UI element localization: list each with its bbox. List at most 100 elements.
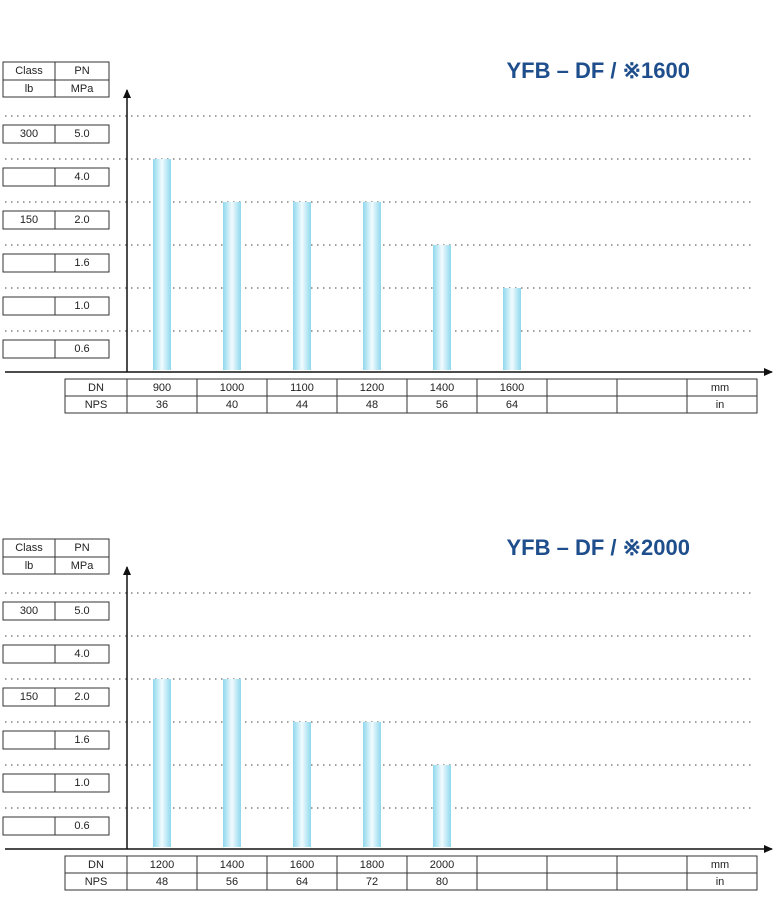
- cell: [54, 601, 110, 621]
- x-unit: in: [716, 399, 725, 411]
- class-label: 300: [20, 605, 38, 617]
- x-tick-label: 1600: [290, 859, 314, 871]
- header-label: MPa: [71, 83, 95, 95]
- cell: [476, 872, 548, 891]
- cell: [546, 855, 618, 874]
- y-tick-label: 0.6: [74, 343, 89, 355]
- cell: [616, 395, 688, 414]
- y-tick-label: 1.6: [74, 257, 89, 269]
- header-label: PN: [74, 65, 89, 77]
- cell: [54, 644, 110, 664]
- y-tick-label: 2.0: [74, 691, 89, 703]
- class-label: 150: [20, 214, 38, 226]
- cell: [54, 687, 110, 707]
- cell: [54, 773, 110, 793]
- cell: [54, 253, 110, 273]
- cell: [616, 378, 688, 397]
- cell: [2, 339, 56, 359]
- cell: [2, 816, 56, 836]
- y-tick-label: 1.0: [74, 777, 89, 789]
- x-tick-label: 1800: [360, 859, 384, 871]
- chart-title: YFB – DF / ※2000: [507, 535, 691, 560]
- x-tick-label: 1100: [290, 382, 314, 394]
- cell: [686, 872, 758, 891]
- header-label: Class: [15, 542, 43, 554]
- x-label: NPS: [85, 876, 108, 888]
- cell: [54, 730, 110, 750]
- chart-title: YFB – DF / ※1600: [507, 58, 691, 83]
- cell: [546, 378, 618, 397]
- cell: [546, 872, 618, 891]
- x-tick-label: 1200: [150, 859, 174, 871]
- x-tick-label: 36: [156, 399, 168, 411]
- x-tick-label: 1200: [360, 382, 384, 394]
- bar: [293, 722, 311, 847]
- x-tick-label: 1400: [430, 382, 454, 394]
- x-tick-label: 80: [436, 876, 448, 888]
- x-label: DN: [88, 382, 104, 394]
- header-label: MPa: [71, 560, 95, 572]
- bar: [153, 679, 171, 847]
- cell: [616, 872, 688, 891]
- cell: [54, 339, 110, 359]
- cell: [54, 79, 110, 98]
- x-tick-label: 2000: [430, 859, 454, 871]
- y-tick-label: 1.6: [74, 734, 89, 746]
- y-tick-label: 2.0: [74, 214, 89, 226]
- cell: [2, 253, 56, 273]
- x-tick-label: 56: [436, 399, 448, 411]
- bar: [223, 679, 241, 847]
- bar: [363, 722, 381, 847]
- y-tick-label: 5.0: [74, 605, 89, 617]
- cell: [54, 210, 110, 230]
- x-tick-label: 48: [156, 876, 168, 888]
- x-label: NPS: [85, 399, 108, 411]
- y-tick-label: 4.0: [74, 171, 89, 183]
- y-tick-label: 1.0: [74, 300, 89, 312]
- bar: [223, 202, 241, 370]
- cell: [54, 556, 110, 575]
- cell: [2, 730, 56, 750]
- x-tick-label: 64: [506, 399, 518, 411]
- cell: [686, 395, 758, 414]
- y-tick-label: 4.0: [74, 648, 89, 660]
- x-tick-label: 56: [226, 876, 238, 888]
- y-tick-label: 5.0: [74, 128, 89, 140]
- cell: [2, 644, 56, 664]
- x-tick-label: 72: [366, 876, 378, 888]
- x-tick-label: 1400: [220, 859, 244, 871]
- y-tick-label: 0.6: [74, 820, 89, 832]
- cell: [54, 124, 110, 144]
- cell: [2, 773, 56, 793]
- header-label: PN: [74, 542, 89, 554]
- class-label: 300: [20, 128, 38, 140]
- header-label: Class: [15, 65, 43, 77]
- cell: [616, 855, 688, 874]
- bar: [433, 765, 451, 847]
- bar-chart: YFB – DF / ※2000 Class PN lb MPa 0.6 1.0 1.6 2.0…: [2, 535, 773, 891]
- x-tick-label: 48: [366, 399, 378, 411]
- x-tick-label: 1000: [220, 382, 244, 394]
- x-unit: in: [716, 876, 725, 888]
- cell: [546, 395, 618, 414]
- x-label: DN: [88, 859, 104, 871]
- bar: [293, 202, 311, 370]
- x-unit: mm: [711, 382, 729, 394]
- x-tick-label: 64: [296, 876, 308, 888]
- header-label: lb: [25, 560, 34, 572]
- bar: [363, 202, 381, 370]
- cell: [54, 296, 110, 316]
- x-tick-label: 1600: [500, 382, 524, 394]
- bar: [153, 159, 171, 370]
- bar: [503, 288, 521, 370]
- cell: [54, 816, 110, 836]
- bar: [433, 245, 451, 370]
- cell: [476, 855, 548, 874]
- header-label: lb: [25, 83, 34, 95]
- bar-chart: YFB – DF / ※1600 Class PN lb MPa 0.6 1.0 1.6 2.0…: [2, 58, 773, 414]
- cell: [54, 167, 110, 187]
- class-label: 150: [20, 691, 38, 703]
- cell: [2, 167, 56, 187]
- x-tick-label: 44: [296, 399, 308, 411]
